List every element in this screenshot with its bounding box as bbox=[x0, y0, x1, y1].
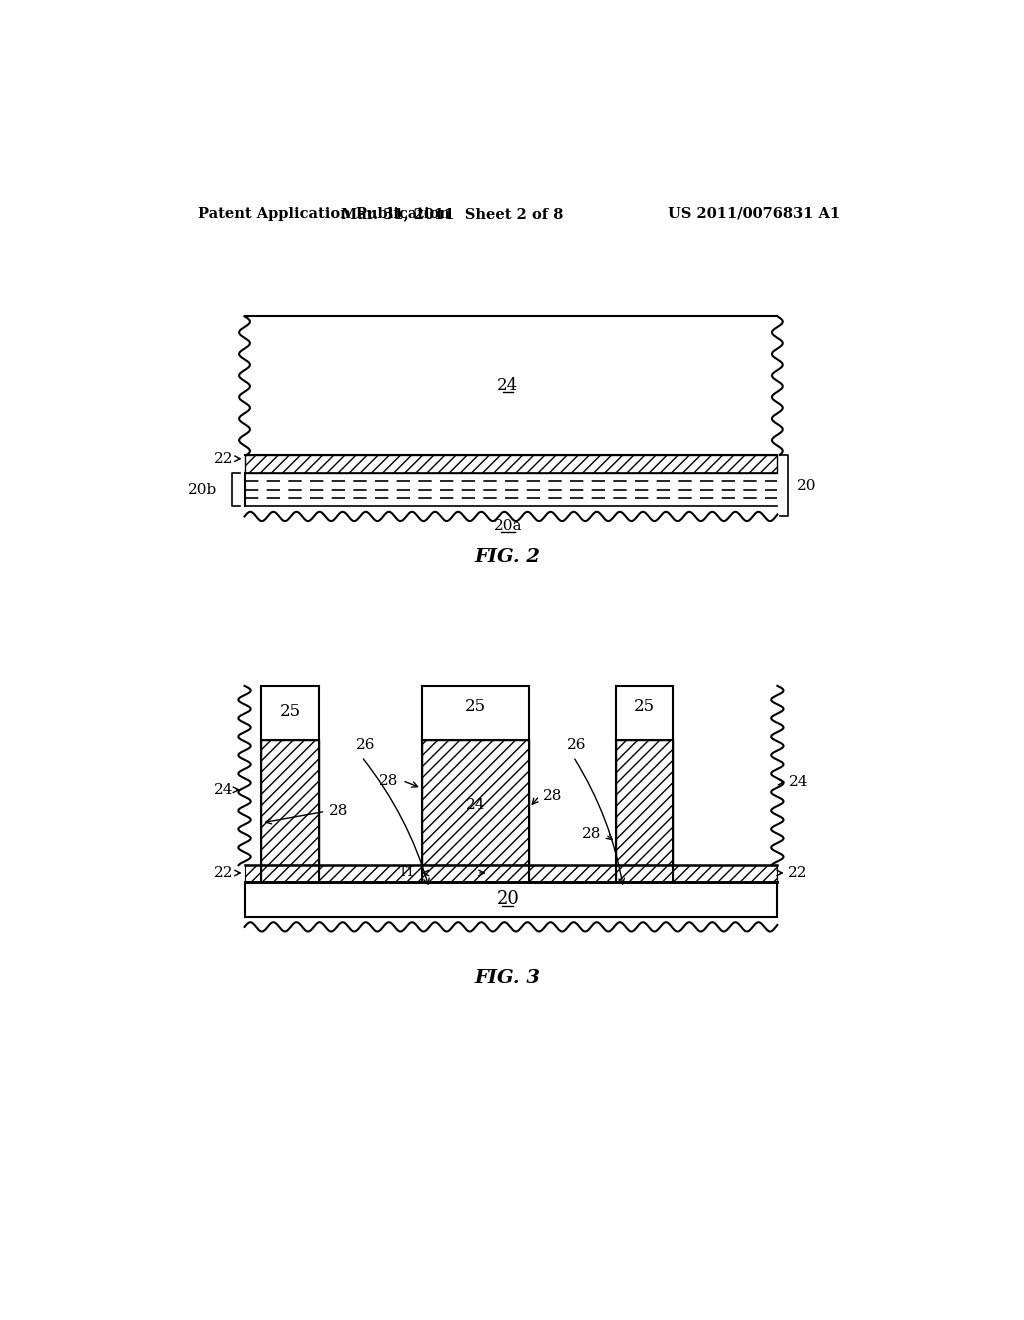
Bar bbox=[615, 739, 674, 866]
Text: 24: 24 bbox=[498, 378, 518, 395]
Bar bbox=[319, 866, 422, 882]
Bar bbox=[261, 739, 319, 866]
Text: 24: 24 bbox=[788, 775, 808, 789]
Text: 26: 26 bbox=[567, 738, 587, 752]
Text: 28: 28 bbox=[379, 774, 398, 788]
Bar bbox=[245, 866, 777, 882]
Bar bbox=[422, 866, 529, 882]
Bar bbox=[615, 866, 674, 882]
Bar bbox=[261, 686, 319, 739]
Bar bbox=[422, 739, 529, 866]
Text: Mar. 31, 2011  Sheet 2 of 8: Mar. 31, 2011 Sheet 2 of 8 bbox=[341, 207, 563, 220]
Text: 25: 25 bbox=[634, 698, 654, 715]
Text: 22: 22 bbox=[214, 451, 233, 466]
Text: 26: 26 bbox=[355, 738, 375, 752]
Bar bbox=[674, 866, 777, 882]
Text: 24: 24 bbox=[213, 783, 233, 797]
Bar bbox=[422, 686, 529, 739]
Text: 25: 25 bbox=[465, 698, 486, 715]
Text: Patent Application Publication: Patent Application Publication bbox=[199, 207, 451, 220]
Bar bbox=[245, 317, 777, 455]
Text: 20: 20 bbox=[798, 479, 817, 492]
Text: 22: 22 bbox=[788, 866, 808, 880]
Bar bbox=[245, 866, 261, 882]
Text: T1: T1 bbox=[399, 866, 416, 879]
Text: 28: 28 bbox=[583, 828, 602, 841]
Text: US 2011/0076831 A1: US 2011/0076831 A1 bbox=[669, 207, 841, 220]
Text: 20a: 20a bbox=[494, 520, 522, 533]
Bar bbox=[529, 866, 615, 882]
Text: 20: 20 bbox=[497, 890, 519, 908]
Text: 22: 22 bbox=[214, 866, 233, 880]
Text: 28: 28 bbox=[330, 804, 348, 818]
Text: 25: 25 bbox=[280, 702, 300, 719]
Text: FIG. 2: FIG. 2 bbox=[475, 548, 541, 566]
Bar bbox=[245, 686, 777, 866]
Bar bbox=[615, 686, 674, 739]
Bar bbox=[261, 866, 319, 882]
Bar bbox=[245, 455, 777, 473]
Text: 24: 24 bbox=[466, 799, 485, 812]
Text: 28: 28 bbox=[544, 789, 562, 803]
Bar bbox=[245, 882, 777, 917]
Text: FIG. 3: FIG. 3 bbox=[475, 969, 541, 987]
Text: 20b: 20b bbox=[187, 483, 217, 496]
